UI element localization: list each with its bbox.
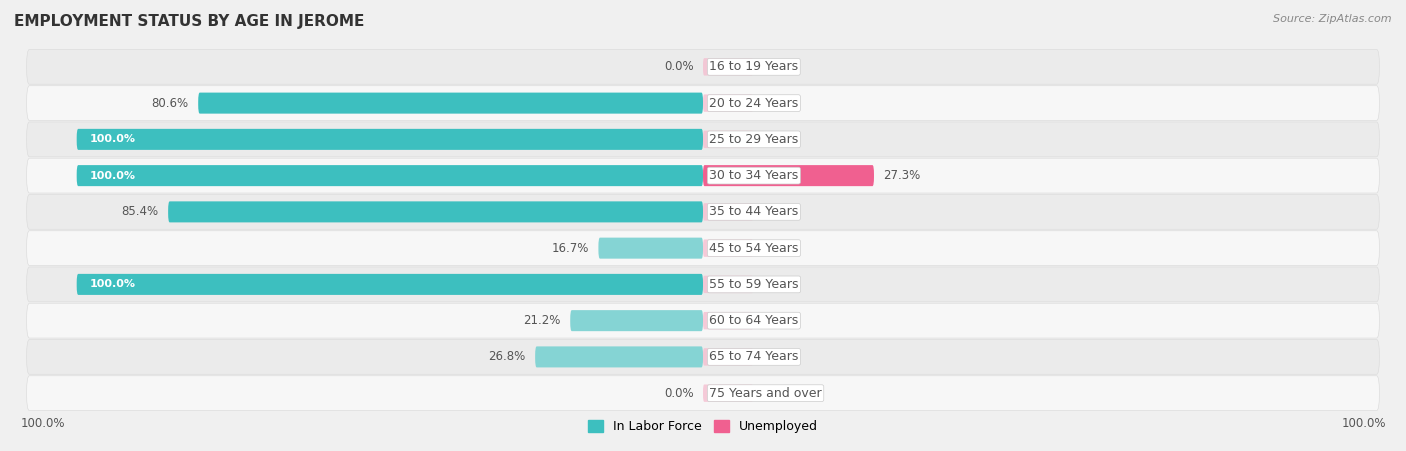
FancyBboxPatch shape — [27, 231, 1379, 266]
FancyBboxPatch shape — [27, 50, 1379, 84]
FancyBboxPatch shape — [27, 158, 1379, 193]
FancyBboxPatch shape — [77, 165, 703, 186]
Text: 100.0%: 100.0% — [1341, 417, 1386, 430]
Text: 0.0%: 0.0% — [762, 205, 792, 218]
Text: EMPLOYMENT STATUS BY AGE IN JEROME: EMPLOYMENT STATUS BY AGE IN JEROME — [14, 14, 364, 28]
Text: 100.0%: 100.0% — [20, 417, 65, 430]
Text: 30 to 34 Years: 30 to 34 Years — [709, 169, 799, 182]
Text: 0.0%: 0.0% — [762, 278, 792, 291]
FancyBboxPatch shape — [27, 86, 1379, 120]
FancyBboxPatch shape — [703, 384, 754, 402]
FancyBboxPatch shape — [703, 348, 754, 366]
Text: 21.2%: 21.2% — [523, 314, 561, 327]
Text: 0.0%: 0.0% — [762, 60, 792, 74]
FancyBboxPatch shape — [703, 276, 754, 293]
FancyBboxPatch shape — [27, 340, 1379, 374]
FancyBboxPatch shape — [27, 303, 1379, 338]
FancyBboxPatch shape — [27, 122, 1379, 157]
Text: Source: ZipAtlas.com: Source: ZipAtlas.com — [1274, 14, 1392, 23]
Text: 16.7%: 16.7% — [551, 242, 589, 255]
Text: 20 to 24 Years: 20 to 24 Years — [709, 97, 799, 110]
Text: 0.0%: 0.0% — [664, 387, 693, 400]
FancyBboxPatch shape — [198, 92, 703, 114]
Text: 55 to 59 Years: 55 to 59 Years — [709, 278, 799, 291]
FancyBboxPatch shape — [27, 194, 1379, 229]
FancyBboxPatch shape — [703, 312, 754, 329]
Text: 100.0%: 100.0% — [89, 280, 135, 290]
FancyBboxPatch shape — [599, 238, 703, 259]
Text: 35 to 44 Years: 35 to 44 Years — [709, 205, 799, 218]
FancyBboxPatch shape — [703, 165, 875, 186]
FancyBboxPatch shape — [703, 239, 754, 257]
Text: 0.0%: 0.0% — [762, 350, 792, 364]
FancyBboxPatch shape — [169, 201, 703, 222]
Text: 45 to 54 Years: 45 to 54 Years — [709, 242, 799, 255]
Text: 100.0%: 100.0% — [89, 134, 135, 144]
Text: 0.0%: 0.0% — [664, 60, 693, 74]
FancyBboxPatch shape — [571, 310, 703, 331]
FancyBboxPatch shape — [27, 267, 1379, 302]
Text: 25 to 29 Years: 25 to 29 Years — [709, 133, 799, 146]
Text: 75 Years and over: 75 Years and over — [709, 387, 823, 400]
Text: 0.0%: 0.0% — [762, 97, 792, 110]
Text: 100.0%: 100.0% — [89, 170, 135, 180]
Text: 0.0%: 0.0% — [762, 314, 792, 327]
Text: 27.3%: 27.3% — [883, 169, 921, 182]
FancyBboxPatch shape — [77, 274, 703, 295]
Text: 60 to 64 Years: 60 to 64 Years — [709, 314, 799, 327]
FancyBboxPatch shape — [703, 131, 754, 148]
Text: 80.6%: 80.6% — [152, 97, 188, 110]
FancyBboxPatch shape — [703, 203, 754, 221]
FancyBboxPatch shape — [27, 376, 1379, 410]
Legend: In Labor Force, Unemployed: In Labor Force, Unemployed — [583, 415, 823, 438]
Text: 65 to 74 Years: 65 to 74 Years — [709, 350, 799, 364]
Text: 26.8%: 26.8% — [488, 350, 526, 364]
FancyBboxPatch shape — [703, 94, 754, 112]
Text: 0.0%: 0.0% — [762, 133, 792, 146]
Text: 16 to 19 Years: 16 to 19 Years — [709, 60, 799, 74]
FancyBboxPatch shape — [536, 346, 703, 368]
Text: 0.0%: 0.0% — [762, 387, 792, 400]
FancyBboxPatch shape — [77, 129, 703, 150]
Text: 85.4%: 85.4% — [121, 205, 159, 218]
Text: 0.0%: 0.0% — [762, 242, 792, 255]
FancyBboxPatch shape — [703, 58, 754, 76]
